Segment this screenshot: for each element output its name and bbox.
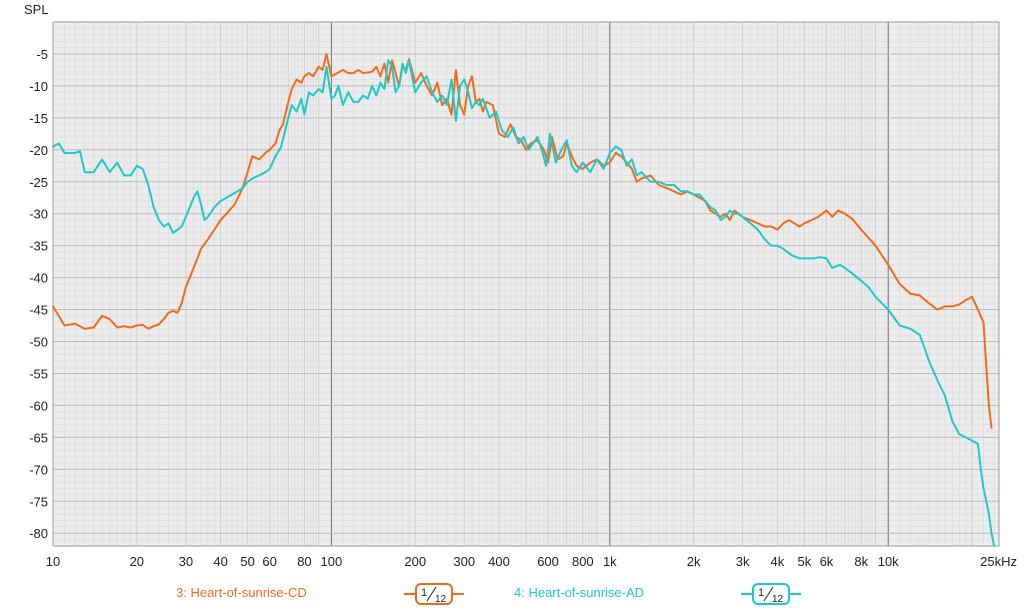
- x-tick-label: 4k: [771, 554, 785, 569]
- y-tick-label: -10: [29, 79, 48, 94]
- x-tick-label: 100: [321, 554, 343, 569]
- y-tick-label: -15: [29, 111, 48, 126]
- x-tick-label: 20: [130, 554, 144, 569]
- y-tick-label: -60: [29, 398, 48, 413]
- series-line-2: [52, 59, 996, 547]
- y-tick-label: -70: [29, 462, 48, 477]
- smoothing-denominator-ad: 12: [772, 594, 784, 605]
- smoothing-denominator-cd: 12: [435, 594, 447, 605]
- smoothing-button-ad[interactable]: 1 12: [741, 583, 801, 605]
- y-tick-label: -35: [29, 239, 48, 254]
- y-tick-label: -5: [36, 47, 48, 62]
- y-axis-title: SPL: [24, 2, 49, 17]
- legend-item-cd[interactable]: 3: Heart-of-sunrise-CD 1 12: [176, 583, 464, 605]
- x-tick-label: 50: [240, 554, 254, 569]
- legend-item-ad[interactable]: 4: Heart-of-sunrise-AD 1 12: [514, 583, 801, 605]
- x-tick-label: 600: [537, 554, 559, 569]
- x-tick-label: 6k: [820, 554, 834, 569]
- smoothing-numerator-ad: 1: [758, 587, 764, 599]
- x-tick-label: 40: [213, 554, 227, 569]
- y-tick-label: -75: [29, 494, 48, 509]
- y-tick-label: -80: [29, 526, 48, 541]
- x-tick-label: 300: [453, 554, 475, 569]
- x-tick-label: 25kHz: [980, 554, 1017, 569]
- smoothing-badge-ad: [752, 583, 790, 605]
- plot-border: [52, 21, 1000, 547]
- x-tick-label: 2k: [687, 554, 701, 569]
- x-tick-label: 400: [488, 554, 510, 569]
- x-tick-label: 10k: [878, 554, 899, 569]
- y-tick-label: -30: [29, 207, 48, 222]
- y-tick-label: -40: [29, 271, 48, 286]
- x-tick-label: 3k: [736, 554, 750, 569]
- y-tick-label: -20: [29, 143, 48, 158]
- minor-grid: [52, 22, 999, 546]
- legend-label-cd: 3: Heart-of-sunrise-CD: [176, 585, 307, 600]
- smoothing-numerator-cd: 1: [421, 587, 427, 599]
- fraction-slash-icon: [426, 586, 437, 602]
- y-tick-label: -55: [29, 366, 48, 381]
- x-tick-label: 800: [572, 554, 594, 569]
- y-tick-label: -25: [29, 175, 48, 190]
- x-tick-label: 200: [404, 554, 426, 569]
- series-layer: [52, 53, 996, 547]
- x-tick-label: 8k: [854, 554, 868, 569]
- x-tick-label: 5k: [798, 554, 812, 569]
- x-tick-label: 10: [46, 554, 60, 569]
- smoothing-button-cd[interactable]: 1 12: [404, 583, 464, 605]
- x-tick-label: 1k: [603, 554, 617, 569]
- y-tick-labels: -5 -10 -15 -20 -25 -30 -35 -40 -45 -50 -55 -60 -65 -7…: [29, 47, 48, 541]
- legend: 3: Heart-of-sunrise-CD 1 12 4: Heart-of-…: [176, 583, 801, 605]
- x-tick-labels: 10 20 30 40 50 60 80 100 200 300 400 600 800 1k 2k 3k 4k…: [46, 554, 1017, 569]
- y-tick-label: -65: [29, 430, 48, 445]
- y-tick-label: -45: [29, 303, 48, 318]
- y-tick-label: -50: [29, 335, 48, 350]
- x-tick-label: 30: [179, 554, 193, 569]
- x-tick-label: 80: [297, 554, 311, 569]
- series-line-1: [52, 53, 993, 429]
- fraction-slash-icon: [763, 586, 774, 602]
- x-tick-label: 60: [262, 554, 276, 569]
- major-grid: [52, 21, 1000, 547]
- smoothing-badge-cd: [415, 583, 453, 605]
- legend-label-ad: 4: Heart-of-sunrise-AD: [514, 585, 644, 600]
